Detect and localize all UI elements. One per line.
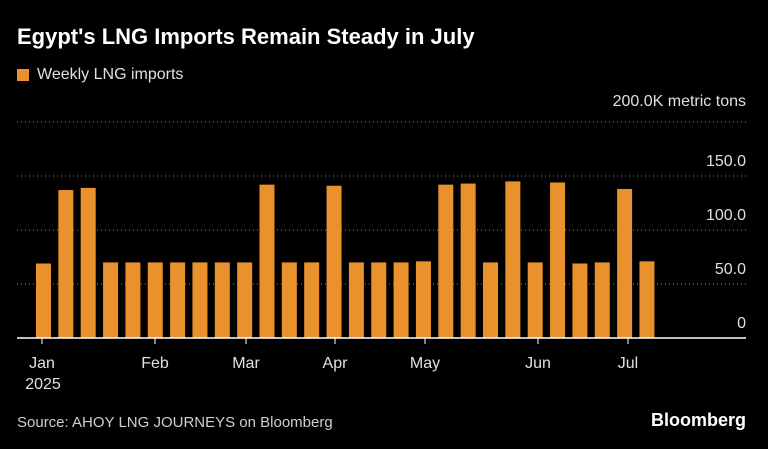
y-tick-label: 100.0 xyxy=(706,207,746,224)
bar xyxy=(505,181,521,338)
y-tick-label: 50.0 xyxy=(715,261,746,278)
bar xyxy=(483,262,498,338)
bar xyxy=(259,184,275,338)
x-tick-label: Mar xyxy=(232,355,260,372)
bar xyxy=(214,262,230,338)
bar xyxy=(36,263,51,338)
bar xyxy=(348,262,364,338)
y-tick-label: 0 xyxy=(737,315,746,332)
bar xyxy=(125,262,141,338)
legend: Weekly LNG imports xyxy=(17,66,183,84)
x-year-label: 2025 xyxy=(25,376,61,393)
x-tick-label: Jan xyxy=(29,355,55,372)
chart-title: Egypt's LNG Imports Remain Steady in Jul… xyxy=(17,24,475,49)
legend-swatch xyxy=(17,69,29,81)
bar xyxy=(594,262,610,338)
bar xyxy=(527,262,543,338)
bar xyxy=(170,262,186,338)
bar xyxy=(393,262,409,338)
bar xyxy=(58,190,74,338)
bar xyxy=(304,262,320,338)
bar xyxy=(460,183,476,338)
bar xyxy=(80,187,96,338)
bar xyxy=(326,185,342,338)
bar xyxy=(438,184,454,338)
bar xyxy=(192,262,208,338)
bar xyxy=(147,262,163,338)
bar xyxy=(617,188,633,338)
y-axis-unit-label: 200.0K metric tons xyxy=(612,93,746,110)
x-tick-label: Jul xyxy=(618,355,638,372)
bar xyxy=(281,262,297,338)
bar xyxy=(639,261,655,338)
bloomberg-logo: Bloomberg xyxy=(650,410,746,430)
bar xyxy=(103,262,119,338)
bar xyxy=(237,262,253,338)
x-tick-label: Feb xyxy=(141,355,169,372)
x-tick-label: Jun xyxy=(525,355,551,372)
y-tick-label: 150.0 xyxy=(706,153,746,170)
legend-label: Weekly LNG imports xyxy=(37,66,184,83)
bar xyxy=(550,182,566,338)
x-tick-label: Apr xyxy=(323,355,349,372)
bar xyxy=(415,261,431,338)
x-tick-label: May xyxy=(410,355,440,372)
source-note: Source: AHOY LNG JOURNEYS on Bloomberg xyxy=(17,414,333,431)
bar xyxy=(572,263,588,338)
bar xyxy=(371,262,387,338)
